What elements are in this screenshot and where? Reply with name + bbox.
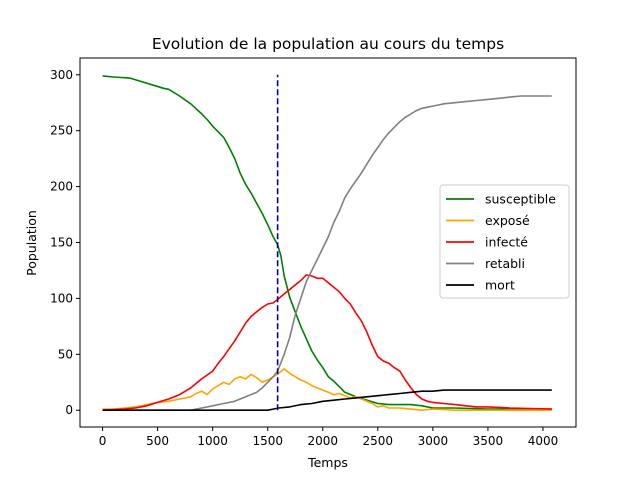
series-line-3 bbox=[102, 274, 552, 411]
series-line-2 bbox=[102, 368, 552, 411]
legend-label-2: exposé bbox=[485, 213, 530, 228]
series-line-5 bbox=[102, 389, 552, 411]
x-tick-label: 2000 bbox=[307, 434, 338, 448]
x-tick-label: 1500 bbox=[252, 434, 283, 448]
x-tick-label: 2500 bbox=[363, 434, 394, 448]
legend-label-4: retabli bbox=[485, 256, 525, 271]
y-tick-label: 100 bbox=[50, 291, 73, 305]
y-tick-label: 150 bbox=[50, 236, 73, 250]
series-line-1 bbox=[102, 75, 552, 410]
legend-label-3: infecté bbox=[485, 235, 528, 250]
y-axis-label: Population bbox=[24, 210, 39, 276]
x-tick-label: 500 bbox=[146, 434, 169, 448]
x-tick-label: 3500 bbox=[473, 434, 504, 448]
plot-area bbox=[79, 57, 577, 428]
y-tick-label: 250 bbox=[50, 124, 73, 138]
x-axis: 0 500 1000 1500 2000 2500 3000 3500 4000 bbox=[99, 427, 558, 448]
x-tick-label: 1000 bbox=[197, 434, 228, 448]
y-tick-label: 200 bbox=[50, 180, 73, 194]
y-axis: 0 50 100 150 200 250 300 bbox=[50, 68, 80, 417]
y-tick-label: 50 bbox=[58, 347, 73, 361]
legend: susceptible exposé infecté retabli mort bbox=[439, 184, 570, 299]
chart-title: Evolution de la population au cours du t… bbox=[152, 35, 504, 53]
legend-label-1: susceptible bbox=[485, 192, 556, 207]
legend-label-5: mort bbox=[485, 278, 515, 293]
y-tick-label: 300 bbox=[50, 68, 73, 82]
x-tick-label: 4000 bbox=[528, 434, 559, 448]
x-tick-label: 0 bbox=[99, 434, 107, 448]
y-tick-label: 0 bbox=[65, 403, 73, 417]
x-tick-label: 3000 bbox=[418, 434, 449, 448]
x-axis-label: Temps bbox=[307, 455, 348, 470]
series-line-4 bbox=[102, 95, 552, 411]
legend-box bbox=[439, 184, 570, 299]
